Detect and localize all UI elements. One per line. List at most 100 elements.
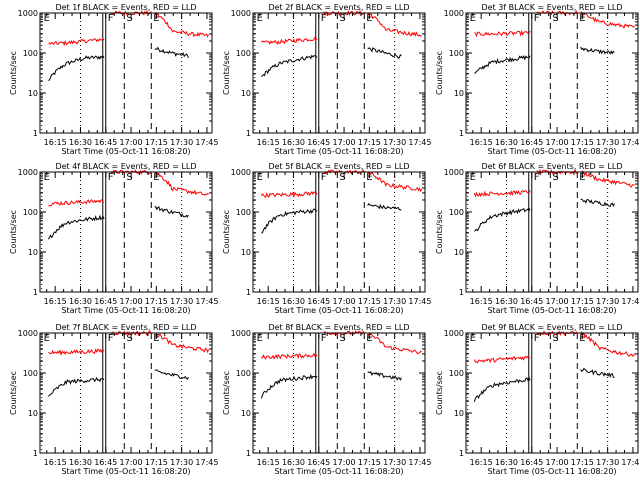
marker-label: E	[44, 13, 50, 24]
x-tick-label: 16:15	[44, 458, 67, 467]
y-tick-label: 10	[28, 89, 38, 98]
x-axis-label: Start Time (05-Oct-11 16:08:20)	[487, 467, 616, 476]
events-trace	[261, 54, 318, 78]
lld-trace	[367, 12, 422, 37]
y-tick-label: 10	[454, 409, 464, 418]
x-tick-label: 17:00	[120, 297, 143, 306]
events-trace	[48, 376, 105, 397]
y-axis-label: Counts/sec	[9, 51, 18, 95]
events-trace	[154, 206, 189, 218]
lld-trace	[473, 355, 531, 364]
x-axis-label: Start Time (05-Oct-11 16:08:20)	[61, 147, 190, 156]
events-trace	[367, 371, 402, 381]
lld-trace	[48, 198, 105, 207]
y-tick-label: 100	[236, 369, 251, 378]
x-tick-label: 16:15	[257, 458, 280, 467]
detector-panel: Det 4f BLACK = Events, RED = LLDEFSE1101…	[9, 162, 218, 315]
panel-title: Det 4f BLACK = Events, RED = LLD	[55, 162, 196, 171]
x-tick-label: 17:45	[408, 138, 431, 147]
events-trace	[47, 214, 105, 240]
y-tick-label: 100	[23, 49, 38, 58]
x-tick-label: 17:00	[546, 458, 569, 467]
marker-label: E	[257, 172, 263, 183]
y-tick-label: 1	[33, 449, 38, 458]
marker-label: F	[108, 172, 114, 183]
y-tick-label: 10	[241, 409, 251, 418]
lld-trace	[473, 190, 531, 198]
y-axis-label: Counts/sec	[222, 210, 231, 254]
y-tick-label: 100	[236, 49, 251, 58]
x-tick-label: 16:15	[44, 138, 67, 147]
lld-trace	[154, 171, 209, 196]
x-tick-label: 16:30	[282, 297, 305, 306]
y-axis-label: Counts/sec	[435, 371, 444, 415]
marker-label: F	[321, 13, 327, 24]
events-trace	[154, 369, 189, 381]
plot-frame	[252, 12, 426, 134]
panel-title: Det 9f BLACK = Events, RED = LLD	[481, 323, 622, 332]
lld-trace	[580, 169, 635, 188]
lld-trace	[48, 37, 105, 46]
x-tick-label: 17:15	[571, 297, 594, 306]
lld-trace	[261, 352, 318, 360]
marker-label: S	[339, 172, 345, 183]
events-trace	[48, 55, 105, 81]
x-tick-label: 16:30	[69, 138, 92, 147]
lld-trace	[536, 168, 556, 176]
marker-label: E	[257, 13, 263, 24]
x-tick-label: 17:15	[571, 138, 594, 147]
x-tick-label: 17:45	[195, 458, 218, 467]
x-tick-label: 17:30	[383, 138, 406, 147]
x-tick-label: 17:45	[621, 297, 640, 306]
detector-panel: Det 6f BLACK = Events, RED = LLDEFSE1101…	[435, 162, 640, 315]
marker-label: F	[321, 172, 327, 183]
x-tick-label: 17:15	[571, 458, 594, 467]
x-tick-label: 17:00	[546, 297, 569, 306]
lld-trace	[367, 332, 422, 355]
events-trace	[580, 46, 615, 55]
x-tick-label: 16:15	[470, 138, 493, 147]
x-tick-label: 16:45	[520, 458, 543, 467]
x-axis-label: Start Time (05-Oct-11 16:08:20)	[274, 467, 403, 476]
y-tick-label: 1	[246, 288, 251, 297]
x-tick-label: 17:45	[621, 138, 640, 147]
detector-panel: Det 5f BLACK = Events, RED = LLDEFSE1101…	[222, 162, 431, 315]
plot-frame	[252, 332, 426, 454]
marker-label: F	[321, 333, 327, 344]
x-tick-label: 17:15	[145, 458, 168, 467]
events-trace	[367, 47, 402, 59]
x-tick-label: 17:45	[621, 458, 640, 467]
y-axis-label: Counts/sec	[222, 371, 231, 415]
y-tick-label: 1	[246, 449, 251, 458]
events-trace	[473, 376, 531, 403]
x-tick-label: 17:30	[383, 297, 406, 306]
panel-title: Det 1f BLACK = Events, RED = LLD	[55, 3, 196, 12]
x-tick-label: 16:15	[257, 297, 280, 306]
x-axis-label: Start Time (05-Oct-11 16:08:20)	[274, 147, 403, 156]
events-trace	[154, 46, 189, 58]
x-tick-label: 17:30	[170, 138, 193, 147]
plot-frame	[39, 12, 213, 134]
events-trace	[474, 54, 531, 74]
marker-label: F	[108, 333, 114, 344]
marker-label: F	[108, 13, 114, 24]
x-tick-label: 17:15	[358, 458, 381, 467]
x-tick-label: 17:00	[546, 138, 569, 147]
y-tick-label: 1	[33, 288, 38, 297]
y-tick-label: 1000	[444, 329, 464, 338]
y-tick-label: 1000	[231, 9, 251, 18]
x-tick-label: 16:45	[94, 297, 117, 306]
events-trace	[367, 203, 402, 211]
panel-title: Det 2f BLACK = Events, RED = LLD	[268, 3, 409, 12]
y-tick-label: 1000	[231, 168, 251, 177]
lld-trace	[580, 331, 636, 357]
detector-panel: Det 2f BLACK = Events, RED = LLDEFSE1101…	[222, 3, 431, 156]
y-tick-label: 1	[246, 129, 251, 138]
panel-title: Det 6f BLACK = Events, RED = LLD	[481, 162, 622, 171]
x-tick-label: 17:30	[596, 138, 619, 147]
marker-label: F	[534, 333, 540, 344]
plot-frame	[39, 171, 213, 293]
y-axis-label: Counts/sec	[9, 210, 18, 254]
marker-label: S	[339, 333, 345, 344]
